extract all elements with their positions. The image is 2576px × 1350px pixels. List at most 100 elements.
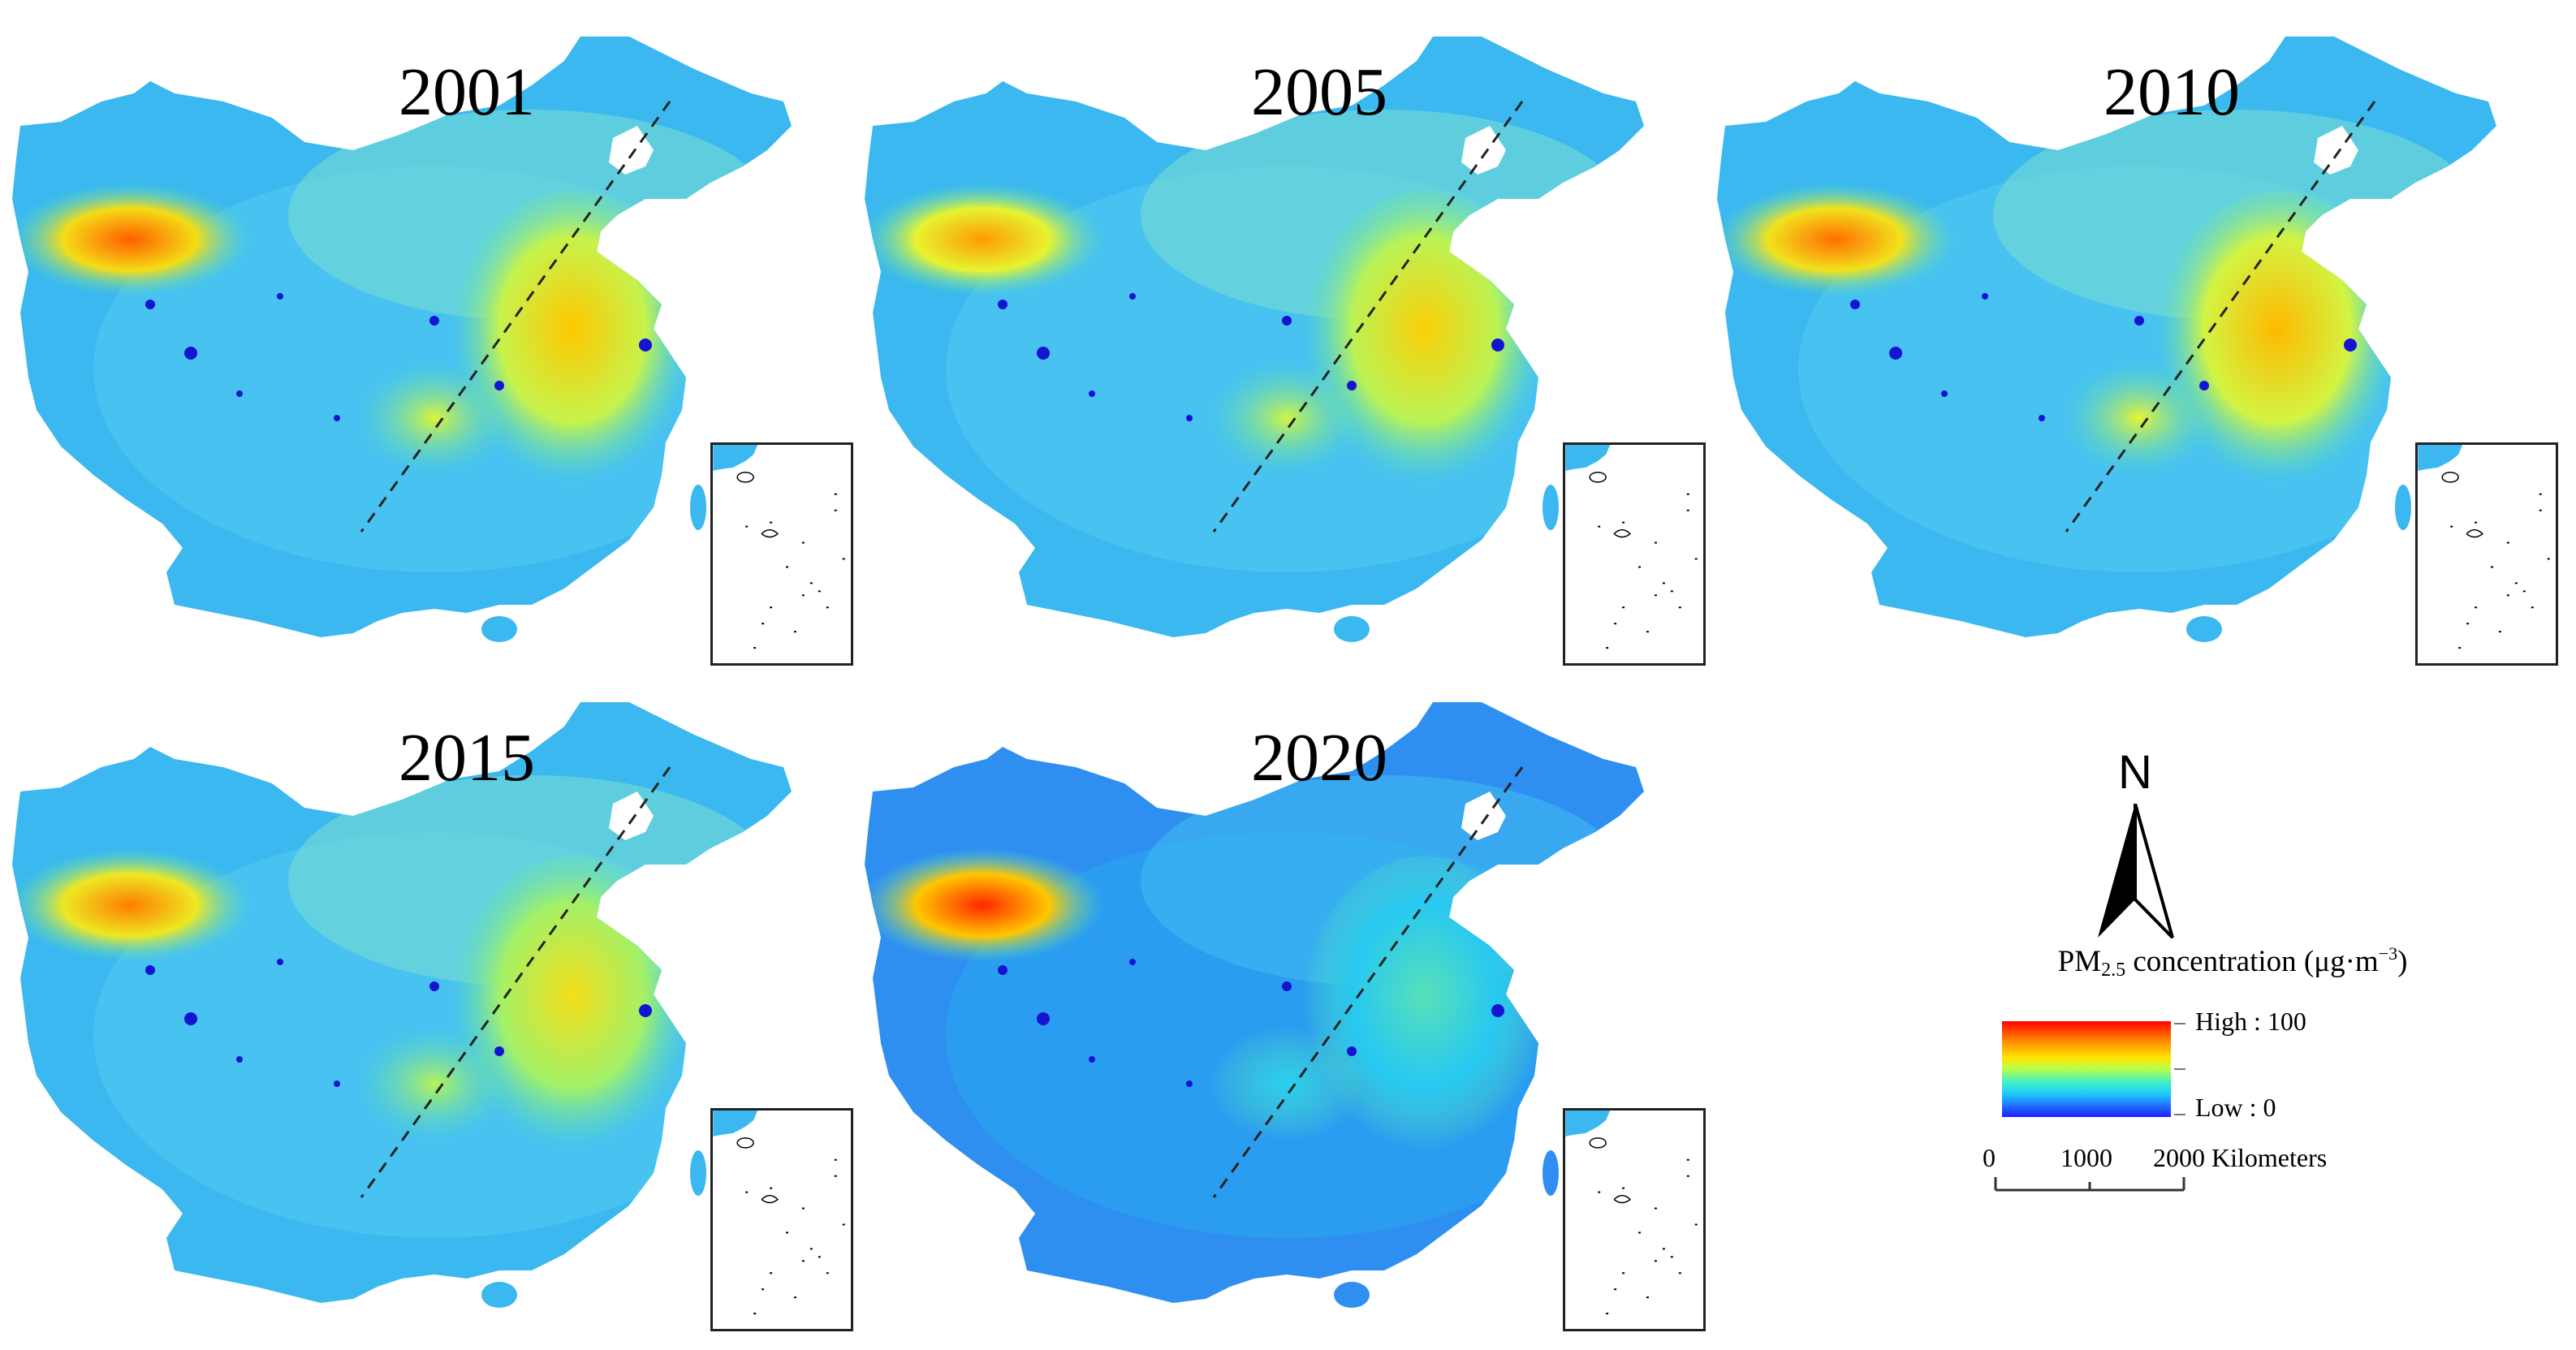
- year-label: 2015: [399, 720, 535, 796]
- hu-line: [360, 766, 671, 1198]
- sichuan-basin-hotspot: [357, 361, 511, 475]
- south-china-sea-inset: [710, 442, 853, 666]
- ramp-high-label: High : 100: [2195, 1007, 2306, 1036]
- inset-coast: [1565, 445, 1611, 471]
- hu-line: [360, 101, 671, 533]
- map-panel-2010: 2010: [1717, 12, 2561, 666]
- taiwan-island: [2395, 485, 2411, 530]
- lake-mark: [184, 1012, 197, 1025]
- taiwan-island: [690, 485, 706, 530]
- lake-mark: [184, 347, 197, 360]
- scale-label-2000: 2000 Kilometers: [2153, 1143, 2328, 1172]
- year-label: 2020: [1251, 720, 1387, 796]
- sichuan-basin-hotspot: [1210, 361, 1364, 475]
- lake-mark: [1037, 1012, 1050, 1025]
- inset-coast: [2418, 445, 2463, 471]
- lake-mark: [429, 981, 439, 991]
- lake-mark: [2134, 316, 2144, 326]
- lake-mark: [145, 300, 155, 309]
- lake-mark: [334, 1080, 340, 1087]
- lake-mark: [277, 293, 283, 300]
- south-china-sea-inset: [1563, 1108, 1706, 1331]
- lake-mark: [639, 339, 652, 352]
- color-ramp: [2002, 1021, 2171, 1117]
- lake-mark: [1491, 339, 1504, 352]
- inset-coast: [1565, 1111, 1611, 1137]
- lake-mark: [1089, 1056, 1095, 1063]
- hu-line: [1212, 766, 1524, 1198]
- north-arrow-icon: [2098, 804, 2174, 939]
- lake-mark: [2039, 415, 2045, 421]
- china-pm25-map: [12, 702, 792, 1308]
- china-pm25-map: [865, 37, 1644, 642]
- lake-mark: [1129, 959, 1136, 965]
- inset-map: [1565, 445, 1698, 649]
- taklimakan-hotspot: [12, 183, 252, 296]
- sichuan-basin-hotspot: [1210, 1027, 1364, 1141]
- lake-mark: [1347, 1046, 1357, 1056]
- hainan-island: [481, 616, 517, 642]
- lake-mark: [277, 959, 283, 965]
- taklimakan-hotspot: [865, 848, 1104, 962]
- taiwan-island: [1543, 485, 1559, 530]
- lake-mark: [1129, 293, 1136, 300]
- lake-mark: [1941, 390, 1948, 397]
- lake-mark: [236, 390, 243, 397]
- north-label: N: [2118, 746, 2152, 799]
- hainan-island: [2186, 616, 2222, 642]
- ramp-tick-mid: [2174, 1068, 2186, 1070]
- lake-mark: [1037, 347, 1050, 360]
- lake-mark: [145, 965, 155, 975]
- hu-line: [2065, 101, 2376, 533]
- lake-mark: [494, 1046, 504, 1056]
- scale-label-0: 0: [1983, 1143, 1996, 1172]
- scale-bar: [1989, 1169, 2192, 1201]
- year-label: 2010: [2104, 54, 2240, 130]
- ramp-tick-low: [2174, 1114, 2186, 1115]
- lake-mark: [429, 316, 439, 326]
- lake-mark: [236, 1056, 243, 1063]
- map-panel-2005: 2005: [865, 12, 1709, 666]
- lake-mark: [1089, 390, 1095, 397]
- legend-title: PM2.5 concentration (μg·m−3): [2057, 943, 2408, 981]
- lake-mark: [1282, 316, 1292, 326]
- lake-mark: [1186, 415, 1193, 421]
- south-china-sea-inset: [1563, 442, 1706, 666]
- map-panel-2015: 2015: [12, 678, 857, 1331]
- taklimakan-hotspot: [12, 848, 252, 962]
- lake-mark: [1491, 1004, 1504, 1017]
- lake-mark: [2344, 339, 2357, 352]
- inset-map: [713, 1111, 845, 1315]
- ramp-low-label: Low : 0: [2195, 1093, 2276, 1122]
- lake-mark: [1347, 381, 1357, 390]
- year-label: 2001: [399, 54, 535, 130]
- hainan-island: [481, 1282, 517, 1308]
- south-china-sea-inset: [2415, 442, 2558, 666]
- legend: N PM2.5 concentration (μg·m−3) High : 10…: [1940, 731, 2525, 1192]
- lake-mark: [334, 415, 340, 421]
- lake-mark: [998, 965, 1008, 975]
- sichuan-basin-hotspot: [2062, 361, 2216, 475]
- map-panel-2001: 2001: [12, 12, 857, 666]
- taklimakan-hotspot: [1717, 183, 1957, 296]
- lake-mark: [1282, 981, 1292, 991]
- north-arrow: N: [2086, 745, 2184, 940]
- lake-mark: [1850, 300, 1860, 309]
- lake-mark: [639, 1004, 652, 1017]
- lake-mark: [1982, 293, 1988, 300]
- scale-label-1000: 1000: [2060, 1143, 2112, 1172]
- lake-mark: [494, 381, 504, 390]
- inset-map: [713, 445, 845, 649]
- inset-coast: [713, 445, 758, 471]
- map-panel-2020: 2020: [865, 678, 1709, 1331]
- china-pm25-map: [865, 702, 1644, 1308]
- china-pm25-map: [12, 37, 792, 642]
- china-pm25-map: [1717, 37, 2496, 642]
- taiwan-island: [690, 1150, 706, 1196]
- lake-mark: [1889, 347, 1902, 360]
- year-label: 2005: [1251, 54, 1387, 130]
- sichuan-basin-hotspot: [357, 1027, 511, 1141]
- hainan-island: [1334, 1282, 1370, 1308]
- hainan-island: [1334, 616, 1370, 642]
- lake-mark: [998, 300, 1008, 309]
